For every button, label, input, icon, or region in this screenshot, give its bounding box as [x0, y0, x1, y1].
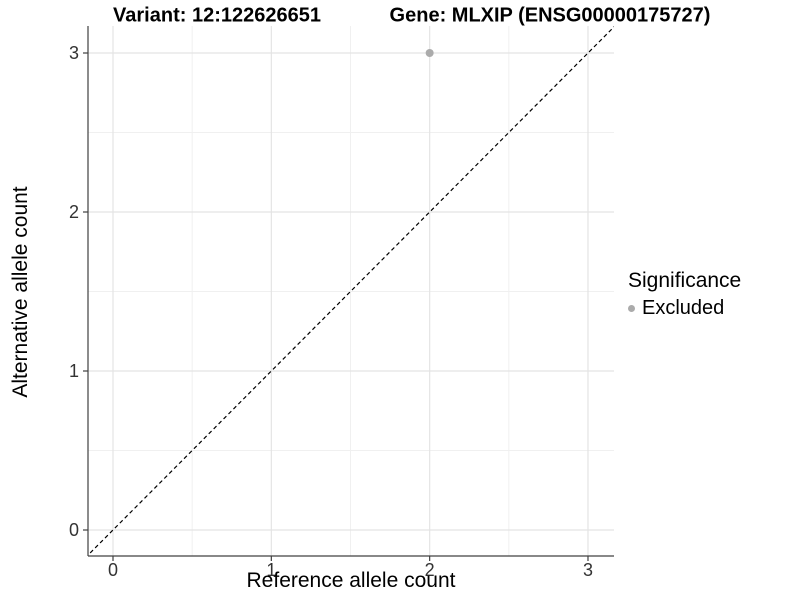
plot-title-gene: Gene: MLXIP (ENSG00000175727) [389, 4, 711, 27]
y-tick-label: 1 [69, 361, 79, 381]
x-axis-title: Reference allele count [246, 569, 456, 592]
legend: Significance Excluded [628, 269, 741, 320]
legend-point-icon [628, 305, 635, 312]
y-tick-label: 0 [69, 520, 79, 540]
legend-item-excluded: Excluded [628, 297, 741, 320]
y-tick-label: 3 [69, 43, 79, 63]
reference-line-group [88, 26, 614, 556]
x-tick-label: 2 [425, 560, 435, 580]
legend-item-label: Excluded [642, 297, 725, 319]
y-axis-title: Alternative allele count [9, 186, 32, 398]
legend-title: Significance [628, 269, 742, 292]
x-tick-label: 3 [583, 560, 593, 580]
data-point [425, 49, 434, 57]
y-tick-label: 2 [69, 202, 79, 222]
x-tick-label: 0 [108, 560, 118, 580]
x-tick-label: 1 [266, 560, 276, 580]
diagonal-reference-line [88, 26, 614, 556]
plot-title-variant: Variant: 12:122626651 [113, 4, 321, 27]
